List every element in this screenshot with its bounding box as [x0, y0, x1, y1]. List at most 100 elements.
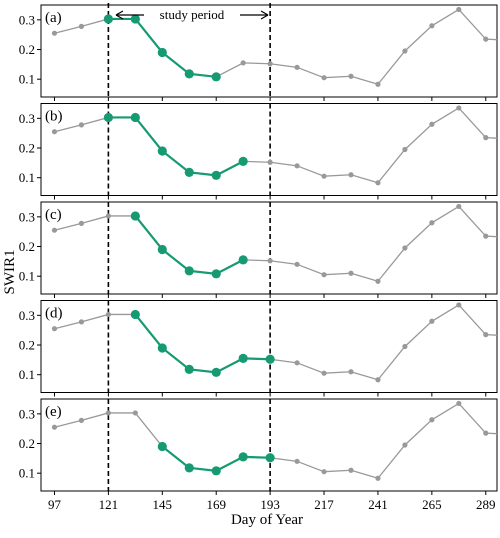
highlight-point [211, 367, 221, 377]
highlight-point [211, 170, 221, 180]
highlight-point [103, 112, 113, 123]
background-point [429, 220, 435, 226]
x-tick-label: 169 [206, 497, 226, 512]
background-point [429, 417, 435, 423]
background-point [267, 61, 273, 67]
highlight-series-line [108, 17, 217, 78]
background-point [294, 261, 300, 267]
background-point [51, 227, 58, 233]
highlight-point [130, 211, 140, 221]
background-point [483, 430, 489, 436]
panel-e: 0.1 0.2 0.3 (e) 97 121 145 169 193 217 241 265 289 [19, 398, 498, 512]
highlight-point [130, 112, 140, 123]
background-point [105, 213, 111, 219]
y-tick-label: 0.1 [19, 72, 35, 87]
y-tick-label: 0.1 [19, 269, 35, 284]
highlight-point [211, 72, 221, 82]
background-point [429, 121, 435, 127]
background-point [375, 475, 381, 481]
background-point [429, 23, 435, 29]
study-period-arrowhead-right [260, 10, 269, 20]
highlight-point [157, 343, 167, 353]
background-point [429, 318, 435, 324]
highlight-point [157, 47, 167, 58]
background-point [78, 23, 85, 29]
background-point [483, 36, 489, 42]
highlight-point [184, 167, 194, 177]
highlight-point [265, 453, 275, 463]
background-point [402, 48, 408, 54]
study-period-arrowhead-left [115, 10, 124, 20]
background-point [105, 311, 111, 318]
background-point [456, 400, 462, 407]
y-tick-label: 0.2 [19, 436, 35, 451]
panel-a: 0.1 0.2 0.3 (a) [19, 3, 498, 101]
background-point [456, 6, 462, 13]
panel-b: 0.1 0.2 0.3 (b) [19, 103, 498, 200]
background-point [132, 410, 138, 416]
highlight-point [211, 466, 221, 476]
background-point [51, 129, 58, 135]
background-point [483, 233, 489, 239]
highlight-point [238, 353, 248, 363]
panel-label: (b) [45, 109, 63, 125]
y-tick-label: 0.3 [19, 12, 35, 27]
highlight-point [184, 266, 194, 276]
y-tick-label: 0.3 [19, 406, 35, 421]
background-point [483, 332, 489, 338]
background-point [402, 343, 408, 350]
panel-d: 0.1 0.2 0.3 (d) [19, 300, 498, 397]
panel-label: (d) [45, 306, 63, 322]
background-point [456, 105, 462, 111]
background-point [267, 159, 273, 165]
y-tick-label: 0.3 [19, 111, 35, 126]
panel-label: (c) [45, 207, 62, 223]
study-period-label: study period [160, 7, 225, 22]
y-tick-label: 0.2 [19, 141, 35, 156]
background-series-line [54, 107, 497, 184]
highlight-point [157, 441, 167, 452]
y-tick-label: 0.3 [19, 308, 35, 323]
background-point [294, 360, 300, 366]
background-point [78, 220, 85, 226]
background-point [456, 302, 462, 308]
background-point [375, 180, 381, 186]
background-point [456, 203, 462, 210]
highlight-point [157, 146, 167, 156]
panels-layer: 0.10.20.3 (a)0.10.20.3 (b)0.10.20.3 (c)0.10… [19, 3, 498, 512]
highlight-point [157, 244, 167, 255]
background-point [267, 258, 273, 264]
background-point [483, 135, 489, 141]
background-point [78, 122, 85, 128]
x-tick-label: 217 [314, 497, 334, 512]
highlight-point [238, 156, 248, 166]
background-point [348, 467, 354, 473]
y-tick-label: 0.2 [19, 239, 35, 254]
x-axis-title: Day of Year [231, 512, 303, 528]
background-point [348, 369, 354, 375]
panel-frame [40, 300, 498, 393]
highlight-series-line [134, 313, 271, 374]
study-period-annotation: study period [115, 7, 269, 22]
background-point [321, 370, 327, 376]
y-tick-label: 0.1 [19, 170, 35, 185]
background-point [348, 172, 354, 178]
background-series-line [54, 402, 497, 479]
panel-frame [40, 103, 498, 196]
background-point [402, 146, 408, 153]
highlight-point [265, 354, 275, 364]
background-point [402, 442, 408, 448]
highlight-point [238, 452, 248, 462]
panel-frame [40, 4, 498, 98]
panel-label: (e) [45, 404, 62, 420]
background-point [375, 278, 381, 284]
background-point [321, 469, 327, 475]
highlight-point [184, 463, 194, 473]
x-tick-label: 145 [153, 497, 173, 512]
highlight-point [211, 269, 221, 279]
highlight-point [130, 309, 140, 320]
x-tick-label: 97 [48, 497, 62, 512]
highlight-point [184, 364, 194, 374]
panel-label: (a) [45, 10, 62, 26]
